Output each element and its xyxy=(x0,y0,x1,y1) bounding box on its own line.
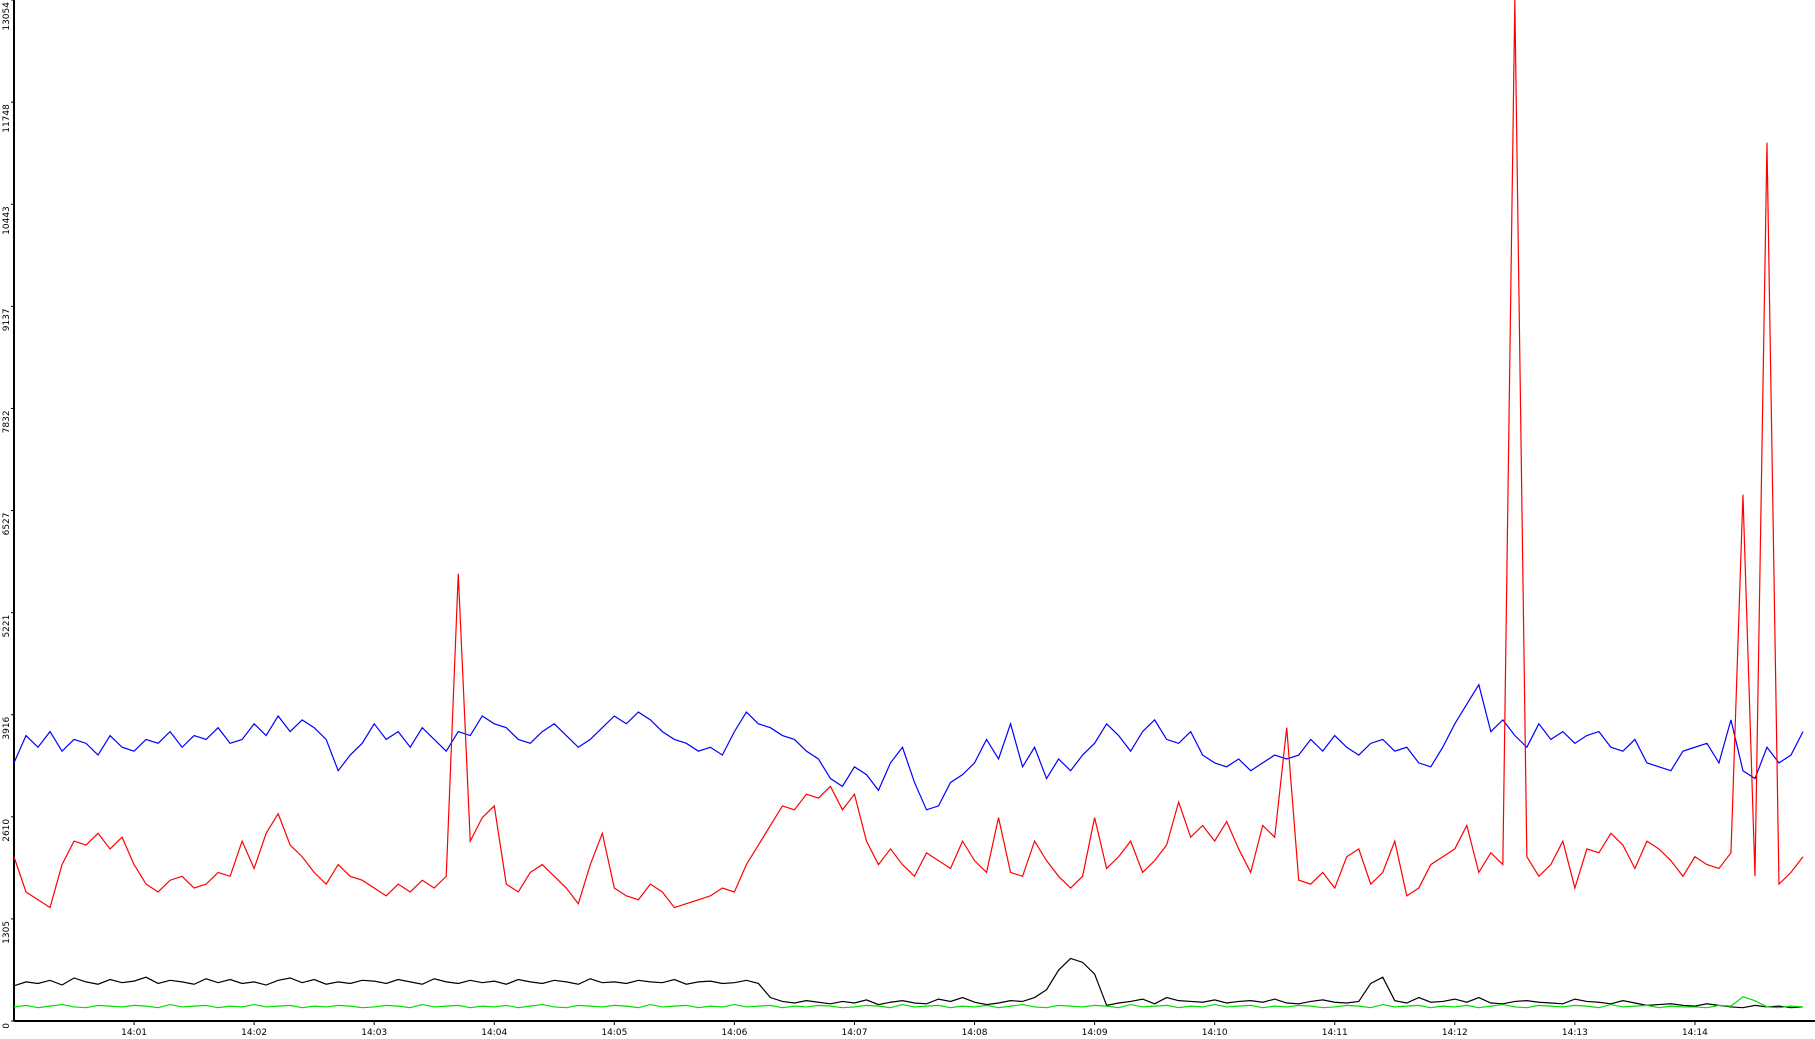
x-tick-label: 14:11 xyxy=(1322,1028,1348,1038)
y-tick-label: 1305 xyxy=(2,921,12,944)
x-tick-label: 14:14 xyxy=(1682,1028,1708,1038)
x-tick-label: 14:09 xyxy=(1082,1028,1108,1038)
x-tick-label: 14:08 xyxy=(962,1028,988,1038)
y-tick-label: 2610 xyxy=(2,819,12,842)
x-tick-label: 14:13 xyxy=(1562,1028,1588,1038)
series-line xyxy=(13,957,1804,1009)
y-tick-label: 11748 xyxy=(2,104,12,133)
y-tick-label: 13054 xyxy=(2,2,12,31)
y-tick-label: 5221 xyxy=(2,615,12,638)
x-tick-label: 14:07 xyxy=(841,1028,867,1038)
y-tick-label: 7832 xyxy=(2,410,12,433)
x-tick-label: 14:04 xyxy=(481,1028,507,1038)
series-line xyxy=(13,0,1804,909)
x-tick-label: 14:05 xyxy=(601,1028,627,1038)
y-tick-label: 3916 xyxy=(2,716,12,739)
x-tick-label: 14:10 xyxy=(1202,1028,1228,1038)
x-tick-label: 14:01 xyxy=(121,1028,147,1038)
x-tick-label: 14:06 xyxy=(721,1028,747,1038)
y-tick-label: 0 xyxy=(2,1023,12,1029)
x-tick-label: 14:12 xyxy=(1442,1028,1468,1038)
series-line xyxy=(13,996,1804,1009)
x-tick-label: 14:02 xyxy=(241,1028,267,1038)
x-tick-label: 14:03 xyxy=(361,1028,387,1038)
y-tick-label: 9137 xyxy=(2,308,12,331)
y-tick-label: 6527 xyxy=(2,513,12,536)
y-tick-label: 10443 xyxy=(2,206,12,235)
